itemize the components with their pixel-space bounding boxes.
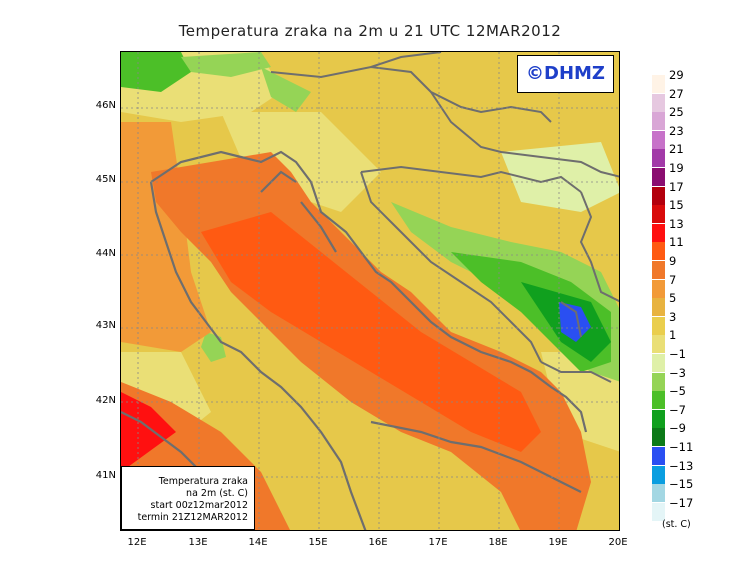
legend-level-label: −15 [669, 477, 694, 492]
legend-swatch [652, 409, 665, 428]
legend-swatch [652, 168, 665, 186]
legend-swatch [652, 75, 665, 93]
legend-swatch [652, 316, 665, 335]
legend-level-label: −7 [669, 402, 686, 417]
legend-level-label: 17 [669, 179, 684, 194]
legend-swatch [652, 502, 665, 521]
lon-label-20e: 20E [608, 537, 628, 548]
lon-label-14e: 14E [248, 537, 268, 548]
legend-level-label: 7 [669, 272, 677, 287]
legend-level-label: 19 [669, 161, 684, 175]
tyrrhenian-warm [121, 392, 176, 472]
legend-level-label: −9 [669, 421, 686, 436]
legend-swatch [652, 391, 665, 410]
legend-level-label: −1 [669, 347, 686, 361]
legend-level-label: 23 [669, 123, 684, 138]
legend-level-label: 27 [669, 86, 684, 101]
legend-level-label: 9 [669, 254, 677, 268]
graticule [121, 52, 619, 530]
alps-green [181, 52, 271, 77]
lat-label-46n: 46N [95, 100, 116, 111]
lat-label-44n: 44N [95, 248, 116, 259]
legend-level-label: −11 [669, 440, 694, 454]
legend-level-label: 11 [669, 235, 684, 250]
legend-swatch [652, 372, 665, 391]
info-line-4: termin 21Z12MAR2012 [137, 512, 248, 523]
legend-swatch [652, 354, 665, 372]
legend-level-label: 1 [669, 328, 677, 343]
legend-level-label: 15 [669, 198, 684, 213]
legend-swatch [652, 223, 665, 242]
legend-level-label: −5 [669, 384, 686, 399]
legend-level-label: 21 [669, 142, 684, 157]
adriatic-warm-core [201, 212, 541, 452]
legend-level-label: 13 [669, 216, 684, 231]
legend-level-label: −3 [669, 365, 686, 380]
dhmz-logo: ©DHMZ [517, 55, 614, 93]
coastlines [121, 150, 588, 530]
legend-swatch [652, 112, 665, 131]
legend-swatch [652, 484, 665, 503]
inland-light-area [221, 112, 381, 212]
legend-swatch [652, 447, 665, 465]
legend-level-label: 5 [669, 291, 677, 306]
lon-label-16e: 16E [368, 537, 388, 548]
borders [270, 52, 619, 383]
legend-swatch [652, 93, 665, 112]
lat-label-43n: 43N [95, 320, 116, 331]
legend-swatch [652, 465, 665, 484]
legend-level-label: −17 [669, 495, 694, 510]
legend-swatch [652, 242, 665, 261]
legend-units: (st. C) [662, 519, 691, 530]
lon-label-12e: 12E [127, 537, 147, 548]
info-line-2: na 2m (st. C) [186, 488, 248, 499]
legend-swatch [652, 149, 665, 168]
info-line-1: Temperatura zraka [158, 476, 248, 487]
legend-level-label: −13 [669, 458, 694, 473]
lat-label-41n: 41N [95, 470, 116, 481]
cold-pool-blue [559, 302, 591, 342]
temperature-map [120, 51, 620, 531]
legend-swatch [652, 279, 665, 298]
lon-label-13e: 13E [188, 537, 208, 548]
lon-label-19e: 19E [548, 537, 568, 548]
italy-orange-west [121, 122, 211, 352]
lat-label-42n: 42N [95, 395, 116, 406]
alps-green-2 [261, 67, 311, 112]
legend-level-label: 25 [669, 105, 684, 120]
legend-swatch [652, 428, 665, 447]
legend-swatch [652, 205, 665, 224]
info-box: Temperatura zraka na 2m (st. C) start 00… [121, 466, 255, 530]
legend-level-label: 3 [669, 309, 677, 324]
lon-label-15e: 15E [308, 537, 328, 548]
map-canvas [121, 52, 619, 530]
nw-green-cold [121, 52, 191, 92]
legend-swatch [652, 130, 665, 149]
legend-swatch [652, 298, 665, 317]
legend-swatch [652, 261, 665, 279]
legend-level-label: 29 [669, 68, 684, 82]
lon-label-17e: 17E [428, 537, 448, 548]
lat-label-45n: 45N [95, 174, 116, 185]
map-title: Temperatura zraka na 2m u 21 UTC 12MAR20… [178, 22, 562, 40]
info-line-3: start 00z12mar2012 [150, 500, 248, 511]
legend-swatch [652, 186, 665, 205]
lon-label-18e: 18E [488, 537, 508, 548]
legend-swatch [652, 335, 665, 354]
